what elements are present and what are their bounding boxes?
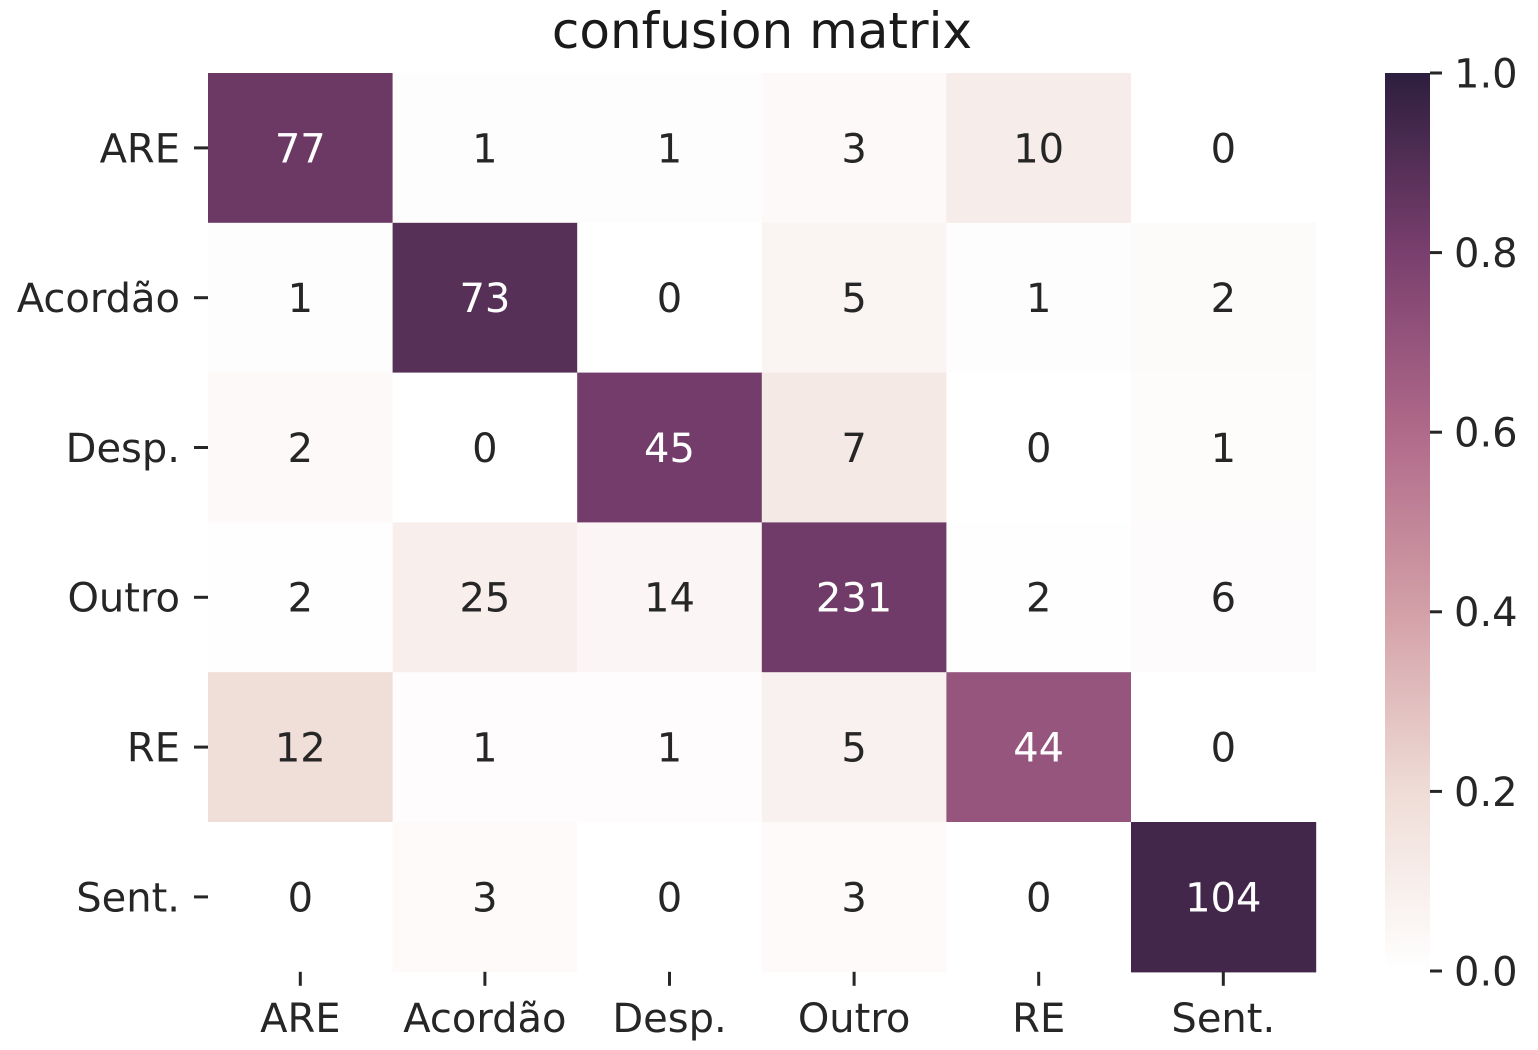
- cell-value-label: 0: [657, 276, 682, 322]
- heatmap-cell: [946, 222, 1132, 374]
- heatmap-cells: [208, 73, 1317, 973]
- y-tick-label: ARE: [100, 126, 180, 172]
- cell-value-label: 10: [1013, 126, 1064, 172]
- heatmap-cell: [392, 672, 578, 823]
- cell-value-label: 3: [841, 875, 866, 921]
- heatmap-cell: [208, 73, 394, 224]
- heatmap-cell: [946, 73, 1132, 224]
- cell-value-label: 1: [472, 126, 497, 172]
- cell-value-label: 0: [1026, 875, 1051, 921]
- cell-value-label: 0: [1211, 726, 1236, 772]
- cell-value-label: 2: [288, 576, 313, 622]
- cell-value-label: 1: [657, 126, 682, 172]
- heatmap-cell: [392, 222, 578, 374]
- heatmap-cell: [946, 522, 1132, 673]
- x-tick-label: Outro: [798, 996, 911, 1042]
- cell-value-label: 231: [816, 576, 892, 622]
- heatmap-cell: [761, 522, 947, 673]
- heatmap-cell: [946, 372, 1132, 523]
- heatmap-cell: [577, 522, 763, 673]
- colorbar-tick-label: 1.0: [1454, 51, 1518, 97]
- y-tick-label: RE: [127, 726, 180, 772]
- y-tick-label: Sent.: [76, 875, 180, 921]
- colorbar-tick-label: 0.0: [1454, 949, 1518, 995]
- y-tick-label: Desp.: [66, 426, 180, 472]
- heatmap-cell: [208, 672, 394, 823]
- heatmap-cell: [577, 372, 763, 523]
- x-tick-label: Desp.: [612, 996, 726, 1042]
- cell-value-label: 5: [841, 276, 866, 322]
- cell-value-label: 73: [459, 276, 510, 322]
- cell-annotations: 77 1 1 3 10 01 73 0 5 1 22 0 45 7 0 12 25 14 231 2 612 1 1 5 44 0…: [275, 126, 1262, 921]
- heatmap-cell: [1131, 222, 1317, 374]
- y-tick-label: Acordão: [17, 276, 180, 322]
- cell-value-label: 7: [841, 426, 866, 472]
- y-axis: ARE Acordão Desp. Outro RE Sent.: [17, 126, 208, 921]
- colorbar-tick-label: 0.8: [1454, 231, 1518, 277]
- cell-value-label: 0: [472, 426, 497, 472]
- x-tick-label: ARE: [260, 996, 340, 1042]
- cell-value-label: 1: [288, 276, 313, 322]
- heatmap-cell: [1131, 522, 1317, 673]
- heatmap-cell: [208, 522, 394, 673]
- cell-value-label: 5: [841, 726, 866, 772]
- heatmap-cell: [1131, 372, 1317, 523]
- heatmap-cell: [1131, 822, 1317, 973]
- heatmap-cell: [208, 372, 394, 523]
- x-tick-label: Sent.: [1171, 996, 1275, 1042]
- colorbar: 0.0 0.2 0.4 0.6 0.8 1.0: [1385, 51, 1518, 995]
- x-tick-label: Acordão: [403, 996, 566, 1042]
- heatmap-cell: [208, 222, 394, 374]
- cell-value-label: 3: [841, 126, 866, 172]
- cell-value-label: 12: [275, 726, 326, 772]
- cell-value-label: 1: [1211, 426, 1236, 472]
- cell-value-label: 2: [1026, 576, 1051, 622]
- cell-value-label: 0: [1026, 426, 1051, 472]
- cell-value-label: 3: [472, 875, 497, 921]
- chart-title: confusion matrix: [552, 2, 972, 60]
- heatmap-cell: [577, 822, 763, 973]
- heatmap-cell: [761, 822, 947, 973]
- heatmap-cell: [761, 672, 947, 823]
- colorbar-gradient: [1385, 73, 1430, 971]
- cell-value-label: 0: [657, 875, 682, 921]
- cell-value-label: 6: [1211, 576, 1236, 622]
- cell-value-label: 44: [1013, 726, 1064, 772]
- heatmap-cell: [392, 822, 578, 973]
- cell-value-label: 0: [288, 875, 313, 921]
- heatmap-cell: [577, 73, 763, 224]
- heatmap-cell: [1131, 672, 1317, 823]
- cell-value-label: 45: [644, 426, 695, 472]
- cell-value-label: 14: [644, 576, 695, 622]
- cell-value-label: 2: [1211, 276, 1236, 322]
- cell-value-label: 0: [1211, 126, 1236, 172]
- cell-value-label: 1: [1026, 276, 1051, 322]
- heatmap-cell: [946, 822, 1132, 973]
- heatmap-cell: [761, 372, 947, 523]
- colorbar-tick-label: 0.2: [1454, 770, 1518, 816]
- heatmap-cell: [392, 372, 578, 523]
- cell-value-label: 2: [288, 426, 313, 472]
- x-tick-label: RE: [1012, 996, 1065, 1042]
- cell-value-label: 25: [459, 576, 510, 622]
- heatmap-cell: [392, 522, 578, 673]
- colorbar-tick-label: 0.4: [1454, 590, 1518, 636]
- heatmap-cell: [577, 672, 763, 823]
- heatmap-cell: [1131, 73, 1317, 224]
- heatmap-cell: [577, 222, 763, 374]
- heatmap-cell: [392, 73, 578, 224]
- colorbar-tick-label: 0.6: [1454, 411, 1518, 457]
- cell-value-label: 77: [275, 126, 326, 172]
- heatmap-cell: [208, 822, 394, 973]
- cell-value-label: 104: [1185, 875, 1261, 921]
- heatmap-cell: [761, 73, 947, 224]
- y-tick-label: Outro: [67, 576, 180, 622]
- cell-value-label: 1: [657, 726, 682, 772]
- heatmap-cell: [946, 672, 1132, 823]
- x-axis: ARE Acordão Desp. Outro RE Sent.: [260, 971, 1275, 1042]
- cell-value-label: 1: [472, 726, 497, 772]
- heatmap-cell: [761, 222, 947, 374]
